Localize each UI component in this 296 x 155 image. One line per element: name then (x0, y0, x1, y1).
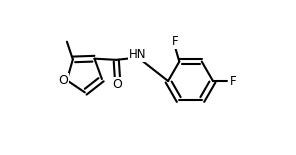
Text: F: F (172, 35, 178, 48)
Text: F: F (230, 75, 237, 88)
Text: HN: HN (129, 48, 146, 61)
Text: O: O (112, 78, 122, 91)
Text: O: O (58, 74, 68, 87)
